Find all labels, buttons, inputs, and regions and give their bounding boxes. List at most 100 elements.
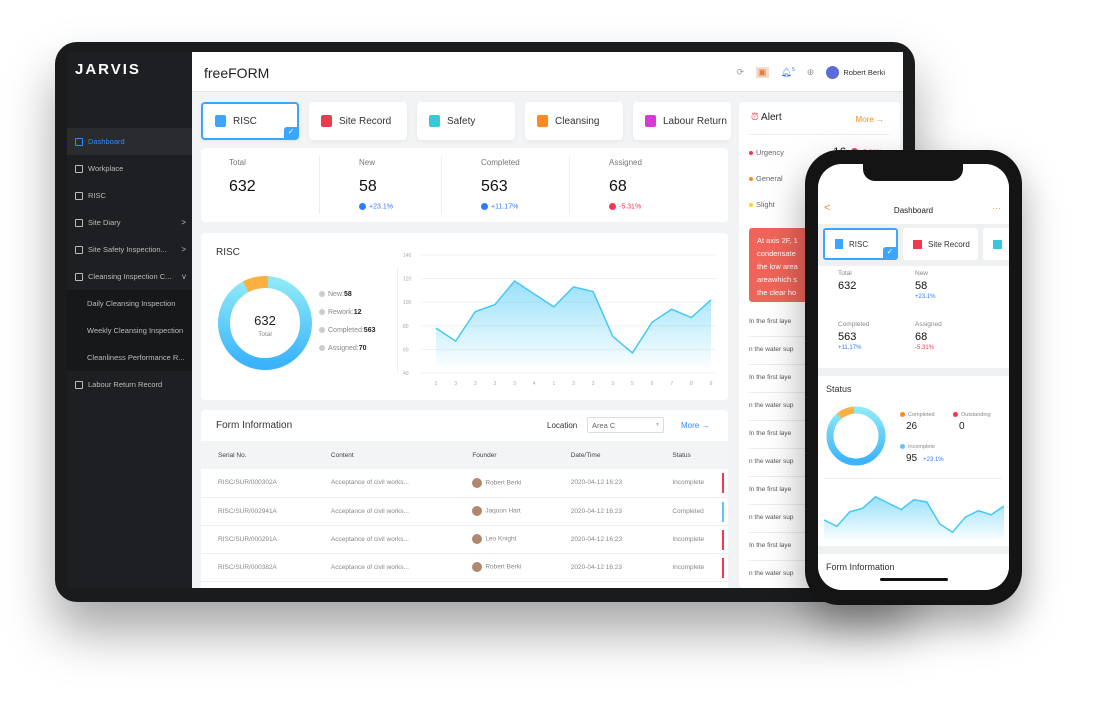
report-icon[interactable]: ▣ <box>756 67 769 78</box>
alert-item[interactable]: n the water sup <box>749 458 794 465</box>
more-icon[interactable]: ··· <box>992 203 1001 213</box>
content-text: Acceptance of civil works... <box>330 479 409 487</box>
status-label: Completed <box>908 412 935 418</box>
table-row[interactable]: RISC/SUR/002941A Acceptance of civil work… <box>201 497 728 526</box>
divider <box>441 156 442 214</box>
dashboard-icon <box>75 137 83 146</box>
x-tick-label: 3 <box>611 381 614 387</box>
labour-return-icon <box>645 115 656 127</box>
sidebar-item-weekly-cleansing-inspection[interactable]: Weekly Cleansing Inspection <box>67 317 192 344</box>
tile-risc[interactable]: RISC ✓ <box>201 102 299 140</box>
change-value: +11.17% <box>491 203 519 211</box>
cell-datetime: 2020-04-12 16:23 <box>553 553 656 582</box>
sidebar-item-cleansing-inspection-c[interactable]: Cleansing Inspection C... v <box>67 263 192 290</box>
form-more-link[interactable]: More → <box>681 421 710 430</box>
phone-line-chart <box>824 495 1004 542</box>
alert-item[interactable]: In the first laye <box>749 374 792 381</box>
stat-label: Assigned <box>915 321 942 328</box>
tile-label: Safety <box>447 115 476 127</box>
sidebar-item-risc[interactable]: RISC <box>67 182 192 209</box>
sidebar-item-daily-cleansing-inspection[interactable]: Daily Cleansing Inspection <box>67 290 192 317</box>
table-row[interactable]: RISC/SUR/000291A Acceptance of civil work… <box>201 525 728 554</box>
alert-item[interactable]: In the first laye <box>749 542 792 549</box>
alert-level-general[interactable]: General <box>749 174 889 183</box>
status-label: Incomplete <box>908 444 935 450</box>
status-dot <box>900 412 905 418</box>
alert-item[interactable]: n the water sup <box>749 346 794 353</box>
check-icon: ✓ <box>883 247 897 259</box>
alert-more-link[interactable]: More → <box>855 115 884 124</box>
column-header[interactable]: Content <box>313 441 456 469</box>
status-donut <box>826 406 886 466</box>
phone-stat-total: Total 632 <box>838 270 856 292</box>
alert-item[interactable]: n the water sup <box>749 570 794 577</box>
column-header[interactable]: Serial No. <box>201 441 314 469</box>
sidebar-item-site-diary[interactable]: Site Diary > <box>67 209 192 236</box>
status-indicator <box>722 501 724 522</box>
level-label: Urgency <box>756 148 784 157</box>
phone-tile-risc[interactable]: RISC ✓ <box>823 228 898 260</box>
tile-label: RISC <box>233 115 257 127</box>
alert-level-slight[interactable]: Slight <box>749 200 889 209</box>
column-header[interactable]: Date/Time <box>553 441 656 469</box>
status-label-row: Outstanding <box>953 412 991 418</box>
donut-segment-main <box>826 406 886 466</box>
tile-labour-return[interactable]: Labour Return <box>633 102 731 140</box>
cell-status: Incomplete <box>655 553 728 582</box>
cell-founder: Robert Berki <box>455 469 554 498</box>
alert-item[interactable]: In the first laye <box>749 430 792 437</box>
change-value: -5.31% <box>619 203 642 211</box>
level-dot <box>749 151 753 156</box>
alert-item[interactable]: In the first laye <box>749 486 792 493</box>
user-menu[interactable]: Robert Berki <box>826 66 885 79</box>
y-tick-label: 40 <box>403 371 409 377</box>
location-select[interactable]: Area C ▾ <box>587 417 664 433</box>
phone-notch <box>863 164 963 181</box>
stat-label: Assigned <box>609 158 642 167</box>
phone-tile-safety[interactable] <box>983 228 1009 260</box>
bell-icon[interactable]: 🔔︎5 <box>780 67 795 77</box>
stat-label: Total <box>229 158 246 167</box>
founder-avatar <box>472 562 483 572</box>
stat-value: 68 <box>915 331 928 343</box>
alert-item[interactable]: n the water sup <box>749 402 794 409</box>
risc-title: RISC <box>216 247 240 258</box>
phone-stats: Total 632 New 58 +23.1% Completed 563 +11.17% As… <box>818 266 1009 368</box>
table-row[interactable]: RISC/SUR/000382A Acceptance of civil work… <box>201 553 728 582</box>
legend-label: New: <box>328 291 344 298</box>
alert-item[interactable]: In the first laye <box>749 318 792 325</box>
cell-content: Acceptance of civil works... <box>313 469 456 498</box>
level-dot <box>749 177 753 182</box>
column-header[interactable]: Founder <box>455 441 554 469</box>
home-indicator[interactable] <box>880 578 948 581</box>
status-indicator <box>722 557 724 578</box>
sidebar-item-dashboard[interactable]: Dashboard <box>67 128 192 155</box>
tile-label: Labour Return <box>663 115 727 127</box>
sidebar-item-cleanliness-performance-r[interactable]: Cleanliness Performance R... <box>67 344 192 371</box>
legend-value: 58 <box>343 291 352 298</box>
globe-icon[interactable]: ⊕ <box>806 67 815 77</box>
sidebar-item-labour-return-record[interactable]: Labour Return Record <box>67 371 192 398</box>
tile-site-record[interactable]: Site Record <box>309 102 407 140</box>
x-tick-label: 3 <box>592 381 595 387</box>
stat-value: 58 <box>359 178 377 195</box>
status-text: Incomplete <box>672 563 705 571</box>
refresh-icon[interactable]: ⟳ <box>736 67 745 77</box>
table-row[interactable]: RISC/SUR/000302A Acceptance of civil work… <box>201 469 728 498</box>
tile-label: Site Record <box>339 115 392 127</box>
cell-content: Acceptance of civil works... <box>313 497 456 526</box>
arrow-up-icon <box>481 203 488 210</box>
sidebar-item-site-safety-inspection[interactable]: Site Safety Inspection... > <box>67 236 192 263</box>
back-icon[interactable]: < <box>824 202 831 214</box>
level-label: Slight <box>756 200 775 209</box>
phone-tile-site-record[interactable]: Site Record <box>903 228 978 260</box>
legend-dot <box>319 327 325 334</box>
tile-cleansing[interactable]: Cleansing <box>525 102 623 140</box>
chevron-right-icon: > <box>181 245 186 254</box>
tile-label: Cleansing <box>555 115 600 127</box>
tile-safety[interactable]: Safety <box>417 102 515 140</box>
sidebar-item-workplace[interactable]: Workplace <box>67 155 192 182</box>
column-header[interactable]: Status <box>655 441 728 469</box>
status-value-row: 0 <box>959 421 991 432</box>
alert-item[interactable]: n the water sup <box>749 514 794 521</box>
